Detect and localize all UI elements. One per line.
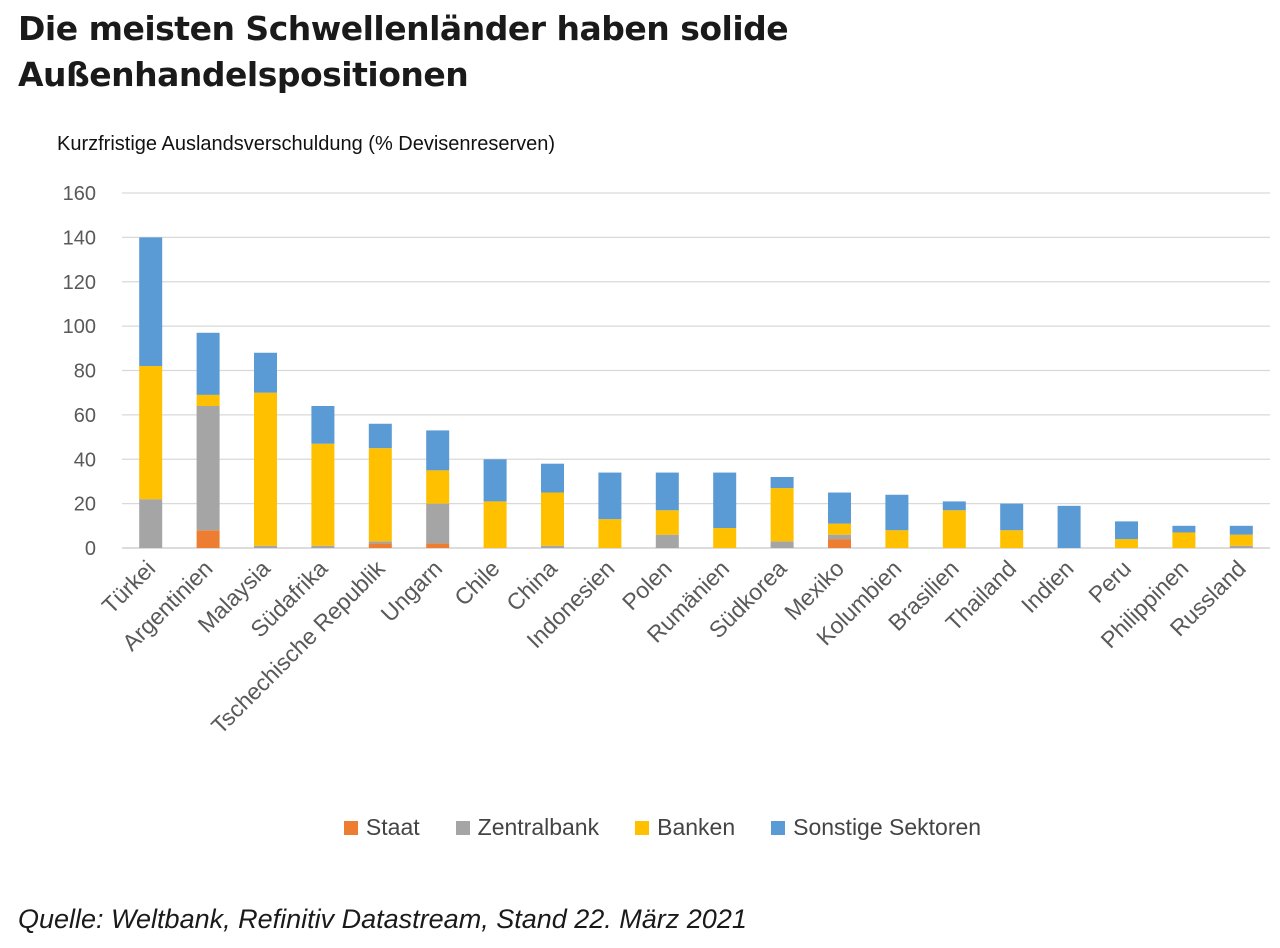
y-tick-label: 20 [74, 494, 96, 516]
bar-segment [713, 472, 737, 529]
bar-segment [1000, 503, 1024, 531]
bar-segment [1115, 521, 1138, 540]
bar-segment [311, 406, 335, 444]
source-note: Quelle: Weltbank, Refinitiv Datastream, … [18, 904, 747, 934]
bar-segment [1172, 525, 1196, 533]
bar-segment [483, 501, 507, 548]
bar-segment [770, 541, 794, 548]
bar-segment [1229, 534, 1253, 546]
bar-segment [1172, 532, 1196, 548]
bar-segment [770, 477, 794, 489]
bar-segment [598, 519, 622, 548]
y-tick-label: 160 [63, 183, 96, 205]
bar-segment [426, 430, 450, 471]
legend-swatch [635, 820, 650, 835]
bar-segment [655, 472, 679, 511]
bar-segment [770, 488, 794, 542]
legend-item: Staat [343, 814, 420, 841]
y-axis-label: Kurzfristige Auslandsverschuldung (% Dev… [57, 133, 556, 155]
bar-segment [541, 545, 564, 548]
legend-item: Zentralbank [455, 814, 600, 841]
x-tick-label: Chile [449, 555, 504, 610]
bar-series [139, 237, 1253, 548]
bar-segment [368, 423, 392, 449]
bar-segment [1115, 539, 1138, 548]
stacked-bar-chart: 0 20 40 60 80 100 120 140 160 TürkeiArgentinienM… [63, 183, 1270, 739]
bar-segment [828, 492, 851, 524]
y-tick-label: 100 [63, 316, 96, 338]
bar-segment [885, 530, 909, 548]
x-axis-ticks: TürkeiArgentinienMalaysiaSüdafrikaTschec… [97, 555, 1251, 739]
bar-segment [311, 443, 335, 546]
bar-segment [139, 499, 163, 548]
bar-segment [139, 366, 163, 500]
bar-segment [368, 448, 392, 542]
bar-segment [541, 492, 564, 546]
bar-segment [942, 510, 966, 548]
bar-segment [655, 534, 679, 548]
bar-segment [196, 394, 220, 406]
bar-segment [426, 503, 450, 544]
bar-segment [1229, 525, 1253, 535]
x-tick-label: Indien [1016, 555, 1079, 618]
bar-segment [426, 543, 450, 548]
chart-headline: Die meisten Schwellenländer haben solide… [18, 9, 789, 94]
bar-segment [311, 545, 335, 548]
bar-segment [828, 523, 851, 535]
legend-label: Staat [365, 814, 420, 840]
legend: Staat Zentralbank Banken Sonstige Sektoren [0, 814, 1280, 841]
legend-item: Sonstige Sektoren [771, 814, 981, 841]
bar-segment [368, 543, 392, 548]
bar-segment [1229, 545, 1253, 548]
bar-segment [254, 392, 277, 546]
legend-swatch [455, 820, 470, 835]
grid-lines [122, 192, 1270, 549]
bar-segment [196, 530, 220, 548]
legend-label: Sonstige Sektoren [793, 814, 982, 840]
legend-label: Zentralbank [477, 814, 600, 840]
bar-segment [196, 332, 220, 395]
x-tick-label: Peru [1083, 555, 1136, 608]
bar-segment [368, 541, 392, 544]
y-tick-label: 80 [74, 361, 96, 383]
y-tick-label: 120 [63, 272, 96, 294]
y-tick-label: 40 [74, 449, 96, 471]
bar-segment [254, 352, 277, 393]
bar-segment [1000, 530, 1024, 548]
bar-segment [598, 472, 622, 520]
bar-segment [942, 501, 966, 511]
bar-segment [1057, 505, 1081, 548]
y-axis-ticks: 0 20 40 60 80 100 120 140 160 [63, 183, 96, 560]
y-tick-label: 0 [85, 538, 96, 560]
legend-swatch [343, 820, 358, 835]
bar-segment [885, 494, 909, 531]
y-tick-label: 140 [63, 227, 96, 249]
bar-segment [483, 459, 507, 502]
y-tick-label: 60 [74, 405, 96, 427]
bar-segment [196, 406, 220, 531]
bar-segment [828, 534, 851, 540]
x-tick-label: Ungarn [376, 555, 448, 627]
legend-label: Banken [657, 814, 736, 840]
bar-segment [713, 528, 737, 548]
bar-segment [541, 463, 564, 493]
bar-segment [426, 470, 450, 504]
bar-segment [139, 237, 163, 367]
bar-segment [828, 539, 851, 548]
legend-swatch [771, 820, 786, 835]
bar-segment [254, 545, 277, 548]
bar-segment [655, 510, 679, 535]
legend-item: Banken [635, 814, 735, 841]
